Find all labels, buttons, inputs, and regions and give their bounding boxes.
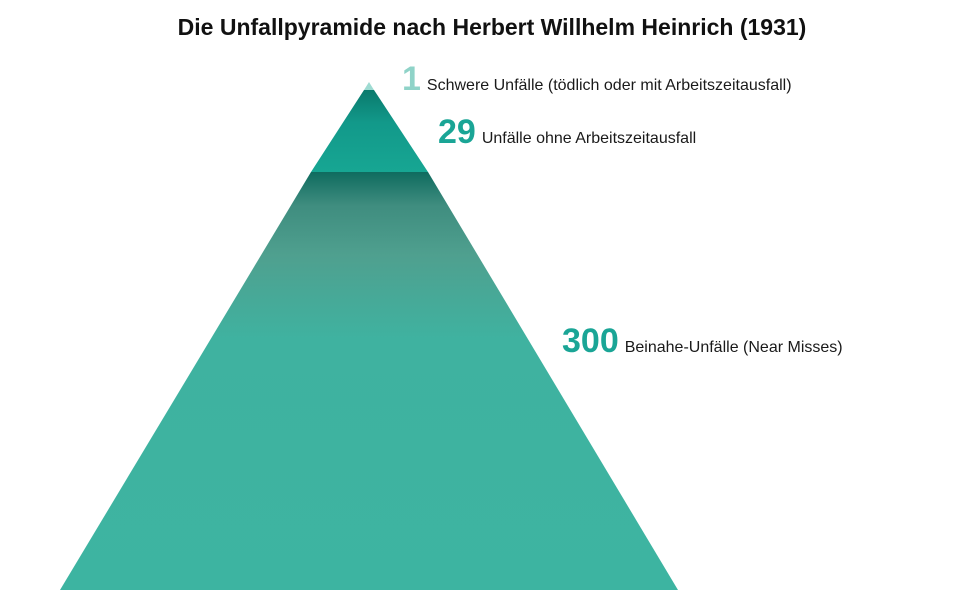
level-base-number: 300 bbox=[562, 322, 619, 360]
pyramid-base-level bbox=[60, 172, 678, 590]
level-middle-annotation: 29 Unfälle ohne Arbeitszeitausfall bbox=[438, 113, 696, 152]
chart-title: Die Unfallpyramide nach Herbert Willhelm… bbox=[177, 14, 807, 40]
level-top-annotation: 1 Schwere Unfälle (tödlich oder mit Arbei… bbox=[402, 60, 792, 99]
level-middle-number: 29 bbox=[438, 113, 476, 151]
level-base-annotation: 300 Beinahe-Unfälle (Near Misses) bbox=[562, 322, 843, 361]
pyramid-middle-level bbox=[311, 90, 428, 172]
pyramid-top-level bbox=[364, 82, 374, 90]
level-middle-label: Unfälle ohne Arbeitszeitausfall bbox=[481, 130, 697, 147]
level-top-label: Schwere Unfälle (tödlich oder mit Arbeit… bbox=[426, 77, 792, 94]
level-top-number: 1 bbox=[402, 60, 421, 98]
level-base-label: Beinahe-Unfälle (Near Misses) bbox=[624, 339, 843, 356]
